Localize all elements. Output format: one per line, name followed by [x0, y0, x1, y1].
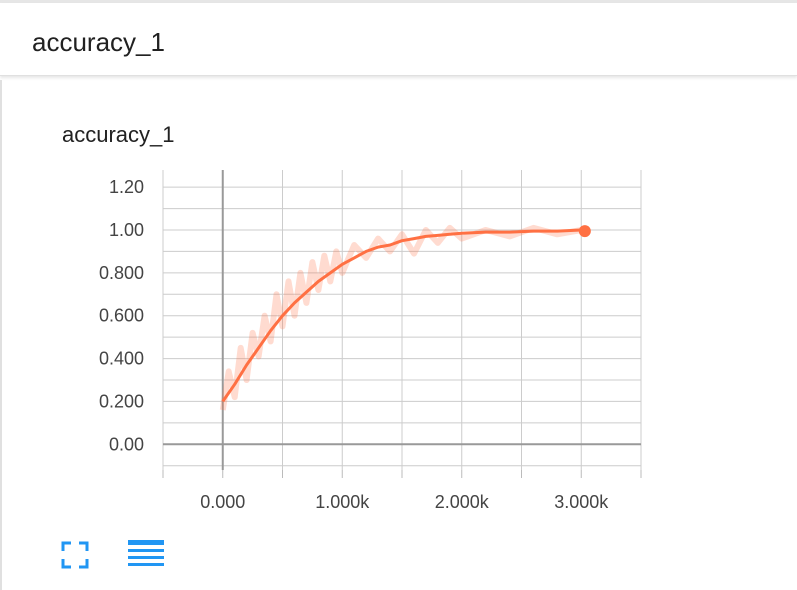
x-tick-label: 2.000k — [435, 492, 490, 512]
y-tick-label: 0.800 — [99, 263, 144, 283]
grid-layer — [162, 170, 642, 470]
card-header[interactable]: accuracy_1 — [0, 3, 797, 76]
y-tick-label: 1.20 — [109, 177, 144, 197]
fullscreen-icon[interactable] — [60, 540, 90, 570]
y-tick-label: 0.200 — [99, 391, 144, 411]
chart-title: accuracy_1 — [62, 122, 175, 147]
raw-series-layer — [219, 224, 582, 411]
top-rule — [0, 0, 797, 3]
tick-labels-layer: 0.00 0.200 0.400 0.600 0.800 1.00 1.20 0.000 1.0… — [99, 177, 609, 512]
last-point-marker — [578, 225, 591, 238]
header-title: accuracy_1 — [32, 27, 165, 57]
chart-card — [0, 80, 797, 590]
smoothed-series-layer — [221, 225, 591, 403]
raw-series-line — [219, 224, 582, 411]
x-tick-label: 0.000 — [200, 492, 245, 512]
axes-layer — [162, 170, 642, 478]
menu-icon[interactable] — [128, 538, 164, 570]
y-tick-label: 0.400 — [99, 349, 144, 369]
y-tick-label: 1.00 — [109, 220, 144, 240]
x-tick-label: 1.000k — [315, 492, 370, 512]
y-tick-label: 0.00 — [109, 434, 144, 454]
y-tick-label: 0.600 — [99, 306, 144, 326]
smoothed-series-line — [221, 228, 582, 403]
x-tick-label: 3.000k — [554, 492, 609, 512]
